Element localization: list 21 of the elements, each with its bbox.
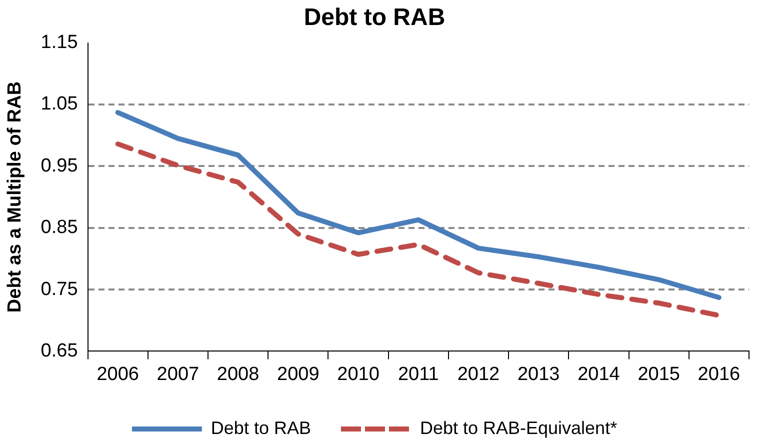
legend-label: Debt to RAB-Equivalent* [420,418,618,438]
y-tick-label: 0.65 [40,340,78,362]
x-tick-label: 2007 [156,364,200,385]
x-tick-label: 2013 [517,364,560,385]
x-tick-label: 2006 [96,364,139,385]
y-tick-label: 0.75 [40,278,78,300]
chart-title: Debt to RAB [304,4,446,32]
legend-label: Debt to RAB [210,418,311,438]
x-tick-label: 2016 [698,364,740,385]
x-tick-label: 2015 [638,364,680,385]
y-tick-label: 0.85 [40,217,78,238]
y-axis-title: Debt as a Multiple of RAB [4,81,26,313]
x-tick-label: 2009 [277,364,320,385]
x-tick-label: 2011 [398,364,439,385]
x-tick-label: 2008 [216,364,260,385]
y-tick-label: 1.05 [40,94,78,115]
x-tick-label: 2010 [337,364,380,385]
y-tick-label: 0.95 [40,155,78,176]
x-tick-label: 2014 [578,364,620,385]
x-tick-label: 2012 [457,364,500,385]
y-tick-label: 1.15 [40,32,78,54]
